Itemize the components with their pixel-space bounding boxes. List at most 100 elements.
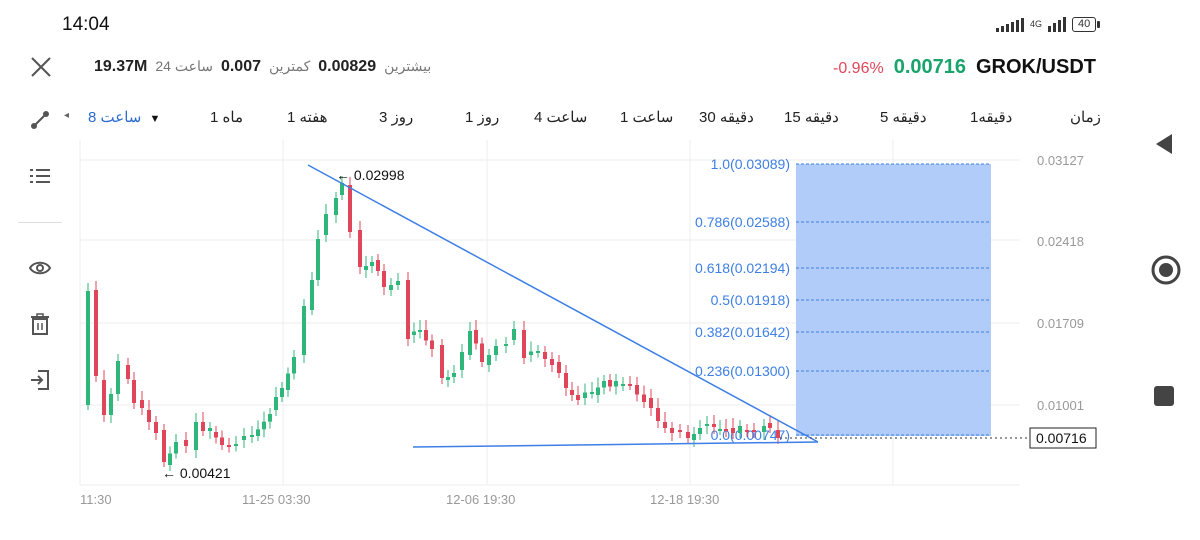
timeframe-1week[interactable]: 1 هفته <box>287 109 328 126</box>
timeframe-active[interactable]: 8 ساعت ▼ <box>88 108 160 126</box>
time-axis-label: 11:30 <box>80 492 112 507</box>
list-icon[interactable] <box>28 164 52 188</box>
timeframe-time[interactable]: زمان <box>1070 109 1101 126</box>
candle-body <box>494 346 498 355</box>
price-change: -0.96% <box>833 60 884 77</box>
scroll-left-arrow[interactable]: ◂ <box>64 110 70 121</box>
candle-body <box>286 373 290 390</box>
candle-body <box>762 426 766 432</box>
candle-body <box>698 428 702 434</box>
candle-body <box>686 432 690 438</box>
fib-label-0786: 0.786(0.02588) <box>695 214 790 230</box>
candle-body <box>678 430 682 432</box>
pair-symbol[interactable]: GROK/USDT <box>976 56 1096 78</box>
time-axis-label: 12-18 19:30 <box>650 492 719 507</box>
candle-body <box>424 330 428 341</box>
battery-icon: 40 <box>1072 16 1101 32</box>
signal-icon <box>996 16 1024 32</box>
price-axis-label: 0.02418 <box>1037 234 1084 249</box>
candle-body <box>670 428 674 433</box>
draw-tool-icon[interactable] <box>28 108 52 132</box>
candle-body <box>738 426 742 433</box>
timeframe-30min[interactable]: 30 دقیقه <box>699 109 754 126</box>
volume-value: 19.37M <box>94 58 148 75</box>
candle-body <box>718 429 722 431</box>
candle-body <box>474 330 478 344</box>
candle-body <box>557 362 561 373</box>
candle-body <box>201 422 205 431</box>
candle-body <box>705 424 709 426</box>
timeframe-1hour[interactable]: 1 ساعت <box>620 109 674 126</box>
candle-body <box>529 351 533 355</box>
timeframe-3day[interactable]: 3 روز <box>379 109 414 126</box>
candle-body <box>102 380 106 415</box>
close-icon[interactable] <box>30 56 52 78</box>
candle-body <box>452 373 456 377</box>
candle-body <box>745 430 749 432</box>
high-marker-label: ← 0.02998 <box>336 167 405 183</box>
timeframe-5min[interactable]: 5 دقیقه <box>880 109 927 126</box>
candle-body <box>621 384 625 386</box>
fib-label-1: 1.0(0.03089) <box>711 156 790 172</box>
candle-body <box>348 185 352 232</box>
trendline-lower[interactable] <box>412 441 819 448</box>
candle-body <box>731 428 735 433</box>
fib-label-0618: 0.618(0.02194) <box>695 260 790 276</box>
candle-body <box>340 183 344 195</box>
trash-icon[interactable] <box>28 312 52 336</box>
high-value: 0.00829 <box>318 58 377 75</box>
candle-body <box>268 414 272 422</box>
candle-body <box>382 271 386 287</box>
candle-body <box>642 394 646 402</box>
fib-level-lines <box>796 163 991 436</box>
back-icon[interactable] <box>1150 130 1178 158</box>
low-value: 0.007 <box>220 58 261 75</box>
candle-body <box>602 381 606 388</box>
fib-label-0382: 0.382(0.01642) <box>695 324 790 340</box>
price-chart[interactable]: 1.0(0.03089) 0.786(0.02588) 0.618(0.0219… <box>0 140 1110 520</box>
candle-body <box>396 281 400 285</box>
price-axis-label: 0.01001 <box>1037 398 1084 413</box>
candle-body <box>487 355 491 365</box>
candle-body <box>663 422 667 428</box>
candle-body <box>310 280 314 310</box>
candle-body <box>712 424 716 427</box>
trendline-upper[interactable] <box>307 164 819 443</box>
candle-body <box>536 351 540 353</box>
eye-icon[interactable] <box>28 256 52 280</box>
candle-body <box>418 330 422 332</box>
candle-body <box>140 400 144 408</box>
candle-body <box>358 230 362 267</box>
dropdown-caret-icon: ▼ <box>149 113 161 125</box>
candle-body <box>446 377 450 380</box>
timeframe-4hour[interactable]: 4 ساعت <box>534 109 588 126</box>
current-price-label: 0.00716 <box>1036 430 1087 446</box>
fib-label-0236: 0.236(0.01300) <box>695 363 790 379</box>
candle-body <box>174 442 178 454</box>
candle-body <box>512 329 516 340</box>
timeframe-15min[interactable]: 15 دقیقه <box>784 109 839 126</box>
volume-label: 24 ساعت <box>155 58 213 74</box>
exit-icon[interactable] <box>28 368 52 392</box>
timeframe-1day[interactable]: 1 روز <box>465 109 500 126</box>
candle-body <box>635 385 639 395</box>
recent-apps-icon[interactable] <box>1150 382 1178 410</box>
candle-body <box>389 285 393 290</box>
candle-body <box>628 384 632 386</box>
candle-body <box>480 343 484 362</box>
high-label: بیشترین <box>384 58 432 74</box>
candle-body <box>570 390 574 395</box>
fib-label-05: 0.5(0.01918) <box>711 292 790 308</box>
price-axis-label: 0.03127 <box>1037 153 1084 168</box>
candle-body <box>370 262 374 266</box>
candle-body <box>194 422 198 450</box>
candle-body <box>752 430 756 432</box>
timeframe-1month[interactable]: 1 ماه <box>210 109 243 126</box>
last-price: 0.00716 <box>893 56 966 78</box>
candle-body <box>504 344 508 346</box>
home-icon[interactable] <box>1150 254 1182 286</box>
candle-body <box>564 373 568 388</box>
candle-body <box>220 437 224 445</box>
timeframe-1min[interactable]: 1دقیقه <box>970 109 1013 126</box>
candle-body <box>614 381 618 387</box>
